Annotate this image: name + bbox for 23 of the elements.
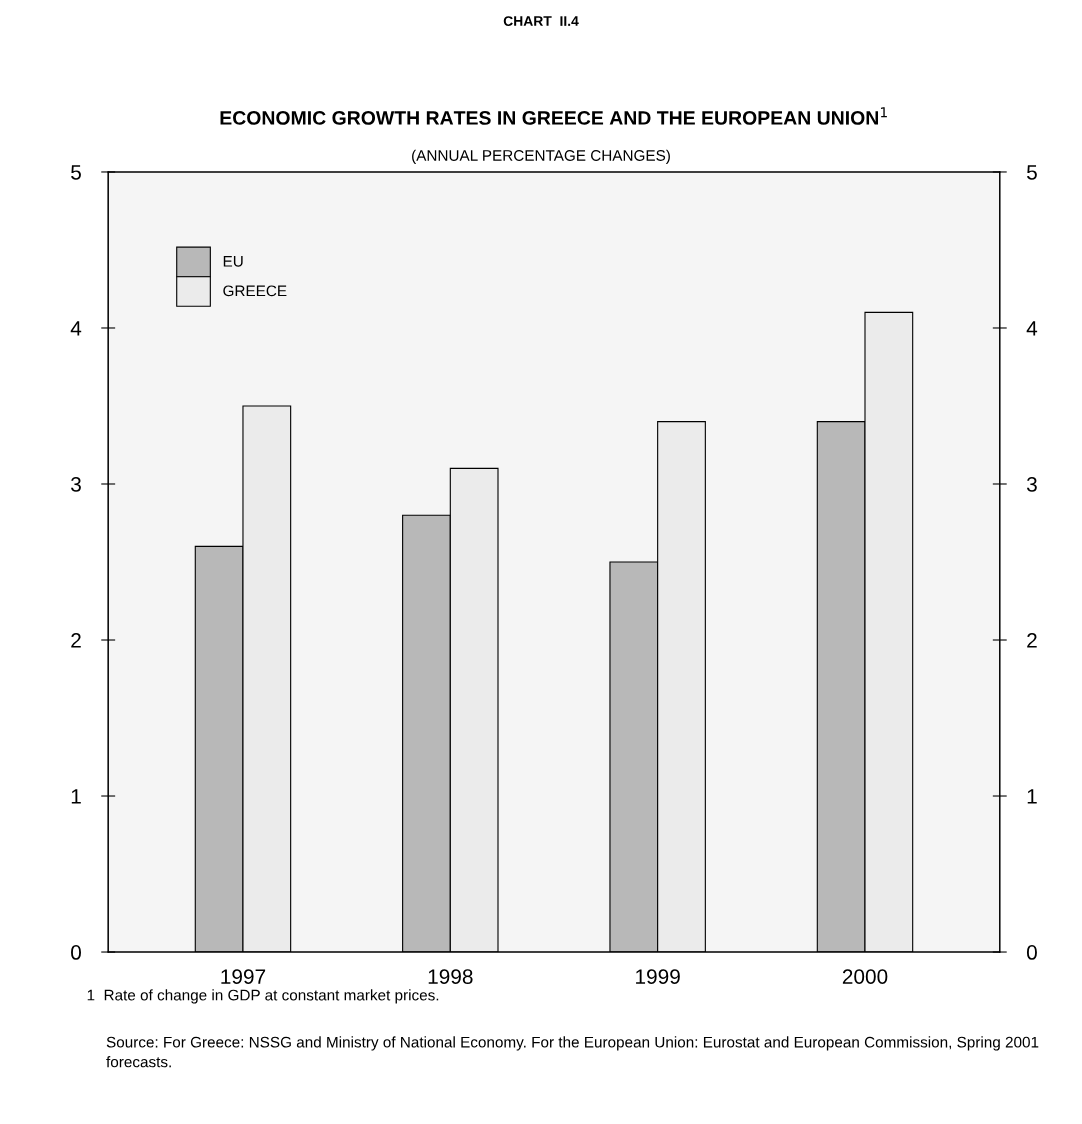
y-tick-label: 4 <box>70 321 82 336</box>
x-tick-label: 2000 <box>842 969 888 984</box>
chart-subtitle: (ANNUAL PERCENTAGE CHANGES) <box>412 149 670 164</box>
y-tick-label: 3 <box>71 477 81 492</box>
y2-tick-label: 5 <box>1026 165 1037 180</box>
legend-label: GREECE <box>223 285 287 297</box>
y2-tick-label: 1 <box>1027 789 1037 804</box>
y2-tick-label: 3 <box>1026 477 1037 492</box>
x-tick-label: 1998 <box>428 969 473 984</box>
y-tick-label: 5 <box>71 165 81 180</box>
x-tick-label: 1997 <box>221 969 266 984</box>
y-tick-label: 0 <box>71 945 81 960</box>
y2-tick-label: 4 <box>1026 321 1038 336</box>
source-note: Source: For Greece: NSSG and Ministry of National Economy. For the European Union: Eurostat and European Commission, Spring 2001 forecasts. <box>106 1036 1039 1068</box>
text: 1 Rate of change in GDP at constant market prices. <box>87 989 439 1004</box>
x-tick-label: 1999 <box>636 969 680 984</box>
y2-tick-label: 2 <box>1027 633 1037 648</box>
chart-title: ECONOMIC GROWTH RATES IN GREECE AND THE EUROPEAN UNION$^{1}$ <box>220 107 887 125</box>
y-tick-label: 1 <box>71 789 81 804</box>
y-tick-label: 2 <box>71 633 81 648</box>
text: CHART II.4 <box>503 16 579 26</box>
legend-label: EU <box>223 256 243 267</box>
y2-tick-label: 0 <box>1026 945 1037 960</box>
